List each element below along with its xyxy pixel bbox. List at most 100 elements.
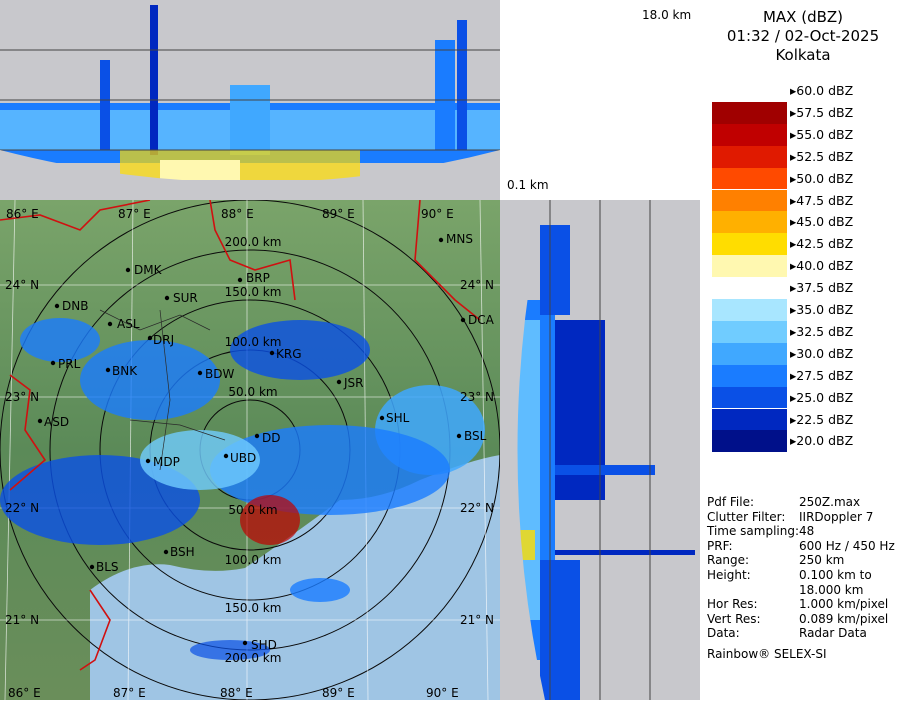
range-ring-labels: 200.0 km 150.0 km 100.0 km 50.0 km 50.0 … — [225, 235, 282, 665]
range-label: 50.0 km — [228, 503, 277, 517]
range-label: 200.0 km — [225, 651, 282, 665]
city-label: DRJ — [153, 333, 174, 347]
legend-swatch — [712, 101, 787, 124]
city-markers: MNS DMK BRP SUR DNB ASL DCA DRJ KRG PRL … — [37, 232, 495, 652]
legend-swatch — [712, 299, 787, 321]
top-longitude-labels: 86° E 87° E 88° E 89° E 90° E — [6, 207, 454, 221]
info-row: Hor Res: 1.000 km/pixel — [707, 597, 903, 612]
bottom-height-label: 0.1 km — [507, 178, 549, 192]
info-value: 1.000 km/pixel — [799, 597, 889, 612]
left-latitude-labels: 24° N 23° N 22° N 21° N — [5, 278, 39, 627]
info-value: IIRDoppler 7 — [799, 509, 874, 524]
lon-label: 89° E — [322, 686, 355, 700]
legend-label: ▸20.0 dBZ — [790, 433, 854, 449]
top-height-label: 18.0 km — [642, 8, 692, 22]
info-value: 600 Hz / 450 Hz — [799, 538, 895, 553]
datetime-title: 01:32 / 02-Oct-2025 — [726, 27, 880, 45]
legend-label: ▸42.5 dBZ — [790, 236, 854, 252]
city-label: KRG — [276, 347, 302, 361]
range-label: 200.0 km — [225, 235, 282, 249]
sea — [90, 455, 500, 700]
top-profile-svg — [0, 0, 500, 200]
legend-label: ▸37.5 dBZ — [790, 280, 854, 296]
info-row: 18.000 km — [707, 583, 903, 598]
info-key: Time sampling: — [707, 524, 800, 539]
lat-label: 23° N — [5, 390, 39, 404]
legend-swatch — [712, 386, 787, 409]
legend-label: ▸45.0 dBZ — [790, 214, 854, 230]
range-label: 150.0 km — [225, 285, 282, 299]
info-value: 250 km — [799, 553, 845, 568]
legend-swatch — [712, 211, 787, 234]
lat-label: 23° N — [460, 390, 494, 404]
legend-panel: MAX (dBZ) 01:32 / 02-Oct-2025 Kolkata ▸6… — [700, 0, 906, 700]
legend-swatch — [712, 80, 787, 102]
legend-label: ▸27.5 dBZ — [790, 367, 854, 383]
legend-swatch — [712, 408, 787, 431]
lon-label: 88° E — [220, 686, 253, 700]
city-label: SHD — [251, 638, 277, 652]
lon-label: 88° E — [221, 207, 254, 221]
legend-label: ▸55.0 dBZ — [790, 126, 854, 142]
info-value: 18.000 km — [799, 582, 864, 597]
lon-label: 87° E — [118, 207, 151, 221]
legend-swatch — [712, 342, 787, 365]
city-label: ASL — [117, 317, 140, 331]
city-label: DMK — [134, 263, 163, 277]
legend-label: ▸52.5 dBZ — [790, 148, 854, 164]
legend-swatch — [712, 255, 787, 278]
info-row: Time sampling:48 — [707, 524, 903, 539]
radar-map[interactable]: 86° E 87° E 88° E 89° E 90° E 86° E 87° … — [0, 199, 501, 701]
lon-label: 86° E — [6, 207, 39, 221]
side-height-profile — [500, 200, 700, 700]
top-profile-echoes — [0, 5, 500, 180]
state-borders — [0, 199, 481, 671]
city-label: UBD — [230, 451, 256, 465]
lon-label: 90° E — [426, 686, 459, 700]
info-row: PRF: 600 Hz / 450 Hz — [707, 539, 903, 554]
info-key: Pdf File: — [707, 495, 755, 509]
info-key: Range: — [707, 553, 750, 568]
info-row: Data: Radar Data — [707, 626, 903, 641]
info-value: 48 — [799, 524, 815, 539]
legend-label: ▸32.5 dBZ — [790, 323, 854, 339]
bottom-longitude-labels: 86° E 87° E 88° E 89° E 90° E — [8, 686, 459, 700]
district-borders — [99, 309, 226, 471]
legend-swatch — [712, 364, 787, 387]
legend-label: ▸35.0 dBZ — [790, 302, 854, 317]
info-value: 0.089 km/pixel — [799, 611, 889, 626]
info-row: Vert Res: 0.089 km/pixel — [707, 612, 903, 627]
city-label: ASD — [44, 415, 69, 429]
legend-label: ▸50.0 dBZ — [790, 170, 854, 186]
lat-label: 22° N — [460, 501, 494, 515]
legend-swatch — [712, 123, 787, 146]
legend-swatch — [712, 189, 787, 212]
legend-label: ▸25.0 dBZ — [790, 389, 854, 405]
legend-swatch — [712, 320, 787, 343]
lat-label: 21° N — [5, 613, 39, 627]
range-label: 100.0 km — [225, 553, 282, 567]
reflectivity-echoes — [0, 318, 485, 660]
color-scale: ▸60.0 dBZ ▸57.5 dBZ ▸55.0 dBZ ▸52.5 dBZ ▸50.… — [712, 70, 902, 490]
side-profile-svg — [500, 200, 700, 700]
info-value: Radar Data — [799, 626, 867, 641]
info-key: Hor Res: — [707, 597, 758, 612]
info-key: Vert Res: — [707, 611, 761, 626]
city-label: BNK — [112, 364, 138, 378]
legend-swatch — [712, 233, 787, 256]
lat-label: 22° N — [5, 501, 39, 515]
city-label: JSR — [343, 376, 364, 390]
radar-map-svg: 86° E 87° E 88° E 89° E 90° E 86° E 87° … — [0, 199, 501, 701]
legend-label: ▸22.5 dBZ — [790, 411, 854, 427]
city-label: MDP — [153, 455, 180, 469]
top-height-profile — [0, 0, 500, 200]
legend-label: ▸60.0 dBZ — [790, 83, 854, 98]
info-value: 0.100 km to — [799, 567, 872, 582]
range-label: 150.0 km — [225, 601, 282, 615]
legend-swatch — [712, 167, 787, 190]
info-key: Height: — [707, 567, 751, 582]
legend-label: ▸57.5 dBZ — [790, 104, 854, 120]
range-label: 50.0 km — [228, 385, 277, 399]
lon-label: 89° E — [322, 207, 355, 221]
lon-label: 86° E — [8, 686, 41, 700]
